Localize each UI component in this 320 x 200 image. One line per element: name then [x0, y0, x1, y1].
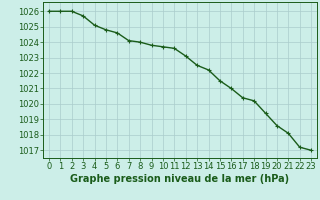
X-axis label: Graphe pression niveau de la mer (hPa): Graphe pression niveau de la mer (hPa) [70, 174, 290, 184]
